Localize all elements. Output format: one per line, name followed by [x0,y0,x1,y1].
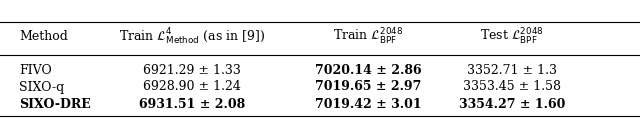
Text: 3353.45 ± 1.58: 3353.45 ± 1.58 [463,81,561,93]
Text: 7019.65 ± 2.97: 7019.65 ± 2.97 [315,81,421,93]
Text: 3354.27 ± 1.60: 3354.27 ± 1.60 [459,97,565,111]
Text: 7020.14 ± 2.86: 7020.14 ± 2.86 [315,63,421,77]
Text: Test $\mathcal{L}^{2048}_{\mathrm{BPF}}$: Test $\mathcal{L}^{2048}_{\mathrm{BPF}}$ [480,27,544,47]
Text: FIVO: FIVO [19,63,52,77]
Text: 6928.90 ± 1.24: 6928.90 ± 1.24 [143,81,241,93]
Text: Train $\mathcal{L}^{2048}_{\mathrm{BPF}}$: Train $\mathcal{L}^{2048}_{\mathrm{BPF}}… [333,27,403,47]
Text: SIXO-q: SIXO-q [19,81,65,93]
Text: Method: Method [19,30,68,44]
Text: 6931.51 ± 2.08: 6931.51 ± 2.08 [139,97,245,111]
Text: Train $\mathcal{L}^{4}_{\mathrm{Method}}$ (as in [9]): Train $\mathcal{L}^{4}_{\mathrm{Method}}… [119,27,265,47]
Text: SIXO-DRE: SIXO-DRE [19,97,91,111]
Text: 7019.42 ± 3.01: 7019.42 ± 3.01 [315,97,421,111]
Text: 3352.71 ± 1.3: 3352.71 ± 1.3 [467,63,557,77]
Text: 6921.29 ± 1.33: 6921.29 ± 1.33 [143,63,241,77]
